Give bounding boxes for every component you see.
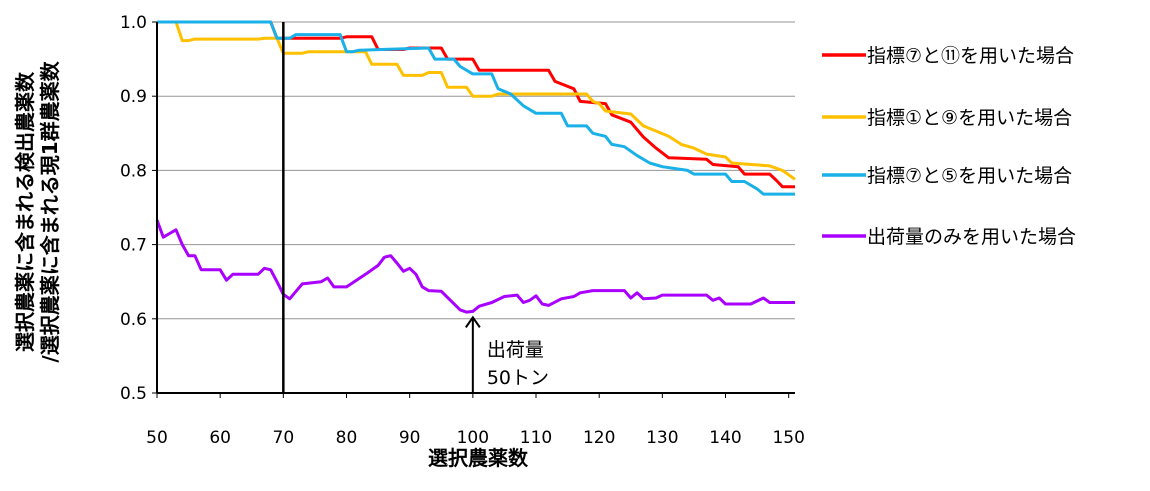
y-tick-label: 0.6 bbox=[120, 310, 147, 330]
x-tick-label: 140 bbox=[709, 428, 741, 448]
y-axis-title-line2: /選択農薬に含まれる現1群農薬数 bbox=[38, 60, 62, 362]
legend-label: 出荷量のみを用いた場合 bbox=[867, 226, 1076, 248]
x-tick-label: 50 bbox=[146, 428, 168, 448]
gridlines bbox=[157, 21, 795, 394]
x-tick-label: 120 bbox=[583, 428, 615, 448]
x-tick-label: 60 bbox=[209, 428, 231, 448]
y-tick-label: 1.0 bbox=[120, 13, 147, 33]
y-axis-title-line1: 選択農薬に含まれる検出農薬数 bbox=[13, 71, 37, 352]
y-tick-label: 0.7 bbox=[120, 236, 147, 256]
x-axis-title: 選択農薬数 bbox=[428, 446, 529, 470]
x-tick-label: 150 bbox=[772, 428, 804, 448]
annotation-label-line1: 出荷量 bbox=[487, 339, 544, 361]
x-tick-label: 90 bbox=[399, 428, 421, 448]
x-tick-label: 80 bbox=[336, 428, 358, 448]
legend-label: 指標①と⑨を用いた場合 bbox=[867, 107, 1072, 129]
x-tick-labels: 50 60 70 80 90 100 110 120 130 140 150 bbox=[146, 428, 805, 448]
series-line-2 bbox=[157, 20, 796, 181]
axes bbox=[152, 21, 795, 398]
annotation-arrowhead bbox=[465, 315, 481, 328]
annotation-label-line2: 50トン bbox=[487, 367, 549, 389]
legend: 指標⑦と⑪を用いた場合指標①と⑨を用いた場合指標⑦と⑤を用いた場合出荷量のみを用… bbox=[822, 45, 1076, 248]
y-tick-label: 0.9 bbox=[120, 87, 147, 107]
x-tick-label: 130 bbox=[646, 428, 678, 448]
y-tick-label: 0.5 bbox=[120, 384, 147, 404]
x-tick-label: 70 bbox=[273, 428, 295, 448]
series-lines bbox=[155, 20, 796, 314]
y-tick-label: 0.8 bbox=[120, 161, 147, 181]
series-line-4 bbox=[155, 219, 795, 314]
x-tick-label: 110 bbox=[520, 428, 552, 448]
legend-label: 指標⑦と⑤を用いた場合 bbox=[867, 165, 1072, 187]
x-tick-label: 100 bbox=[457, 428, 489, 448]
series-line-1 bbox=[157, 20, 795, 189]
legend-label: 指標⑦と⑪を用いた場合 bbox=[867, 45, 1074, 67]
series-line-3 bbox=[157, 20, 795, 196]
annotation: 出荷量 50トン bbox=[465, 315, 549, 393]
y-tick-labels: 0.5 0.6 0.7 0.8 0.9 1.0 bbox=[120, 13, 147, 404]
